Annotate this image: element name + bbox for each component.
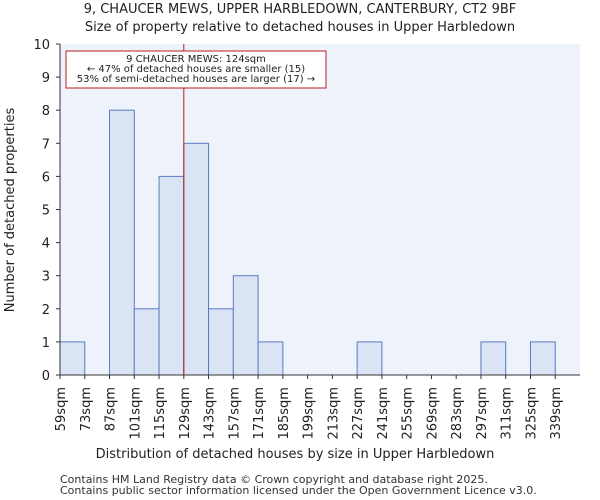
chart-title-line1: 9, CHAUCER MEWS, UPPER HARBLEDOWN, CANTE…	[84, 2, 517, 17]
x-tick-label: 157sqm	[227, 387, 242, 440]
annotation-box: 9 CHAUCER MEWS: 124sqm ← 47% of detached…	[65, 50, 327, 89]
x-tick-label: 325sqm	[524, 387, 539, 440]
y-tick-label: 3	[42, 270, 50, 285]
x-tick-label: 143sqm	[203, 387, 218, 440]
bar-325sqm	[529, 341, 556, 376]
annotation-line3: 53% of semi-detached houses are larger (…	[77, 74, 315, 85]
bar-59sqm	[59, 341, 86, 376]
bar-227sqm	[356, 341, 383, 376]
y-tick-label: 5	[42, 204, 50, 219]
x-tick-label: 255sqm	[401, 387, 416, 440]
bar-143sqm	[208, 308, 234, 376]
x-tick-label: 283sqm	[450, 387, 465, 440]
bar-297sqm	[480, 341, 507, 376]
bar-101sqm	[133, 308, 160, 376]
y-tick-label: 7	[42, 137, 50, 152]
y-tick-label: 0	[42, 369, 50, 384]
x-tick-label: 129sqm	[178, 387, 193, 440]
y-tick-label: 8	[42, 104, 50, 119]
x-tick-label: 185sqm	[277, 387, 292, 440]
x-tick-label: 101sqm	[128, 387, 143, 440]
y-tick-label: 1	[42, 336, 50, 351]
x-tick-label: 59sqm	[54, 387, 69, 431]
bar-171sqm	[257, 341, 284, 376]
y-tick-label: 2	[42, 303, 50, 318]
y-tick-label: 6	[42, 170, 50, 185]
y-axis-label: Number of detached properties	[3, 108, 18, 313]
x-axis: 59sqm 73sqm 87sqm 101sqm 115sqm 129sqm 143sqm 1…	[54, 374, 580, 440]
annotation-line2: ← 47% of detached houses are smaller (15…	[87, 64, 305, 75]
x-tick-label: 297sqm	[475, 387, 490, 440]
y-tick-label: 4	[42, 237, 50, 252]
x-axis-label: Distribution of detached houses by size …	[96, 447, 495, 462]
x-tick-label: 73sqm	[79, 387, 94, 431]
bar-157sqm	[232, 275, 259, 376]
x-tick-label: 311sqm	[500, 387, 515, 440]
x-tick-label: 269sqm	[425, 387, 440, 440]
x-tick-label: 87sqm	[104, 387, 119, 431]
y-tick-label: 9	[42, 71, 50, 86]
bar-115sqm	[158, 175, 185, 376]
bar-87sqm	[109, 109, 135, 376]
x-tick-label: 241sqm	[376, 387, 391, 440]
x-tick-label: 115sqm	[153, 387, 168, 440]
x-tick-label: 171sqm	[252, 387, 267, 440]
x-tick-label: 199sqm	[302, 387, 317, 440]
bars-group	[59, 109, 556, 376]
y-axis: 0 1 2 3 4 5 6 7 8 9 10	[33, 38, 61, 384]
footer-line2: Contains public sector information licen…	[60, 484, 537, 497]
bar-129sqm	[183, 142, 210, 376]
x-tick-label: 339sqm	[549, 387, 564, 440]
annotation-line1: 9 CHAUCER MEWS: 124sqm	[126, 54, 266, 65]
annotation-border	[65, 50, 327, 89]
y-tick-label: 10	[33, 38, 50, 53]
x-tick-label: 227sqm	[351, 387, 366, 440]
chart-title-line2: Size of property relative to detached ho…	[85, 20, 515, 35]
footer-line1: Contains HM Land Registry data © Crown c…	[60, 473, 488, 486]
x-tick-label: 213sqm	[326, 387, 341, 440]
